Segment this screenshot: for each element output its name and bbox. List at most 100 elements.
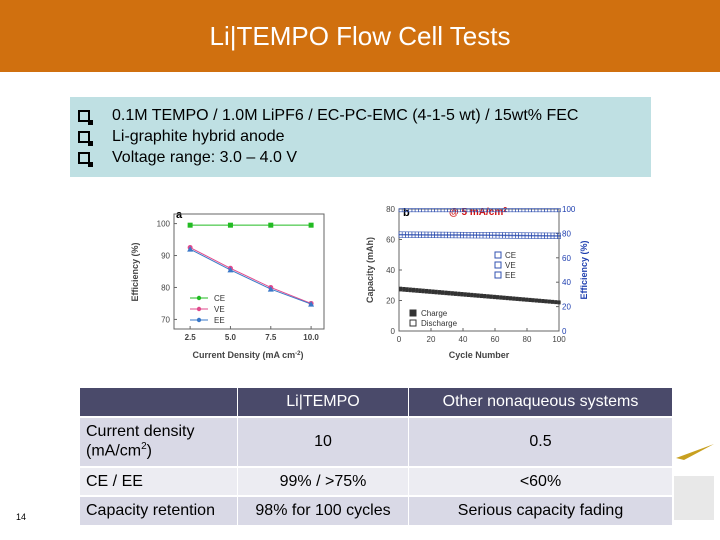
x-tick-label: 60 [491,335,500,344]
data-point [528,298,532,303]
data-point [534,299,538,303]
checkbox-bullet-icon [78,131,93,146]
data-point [227,222,233,228]
legend-label: Charge [421,309,448,318]
data-point [502,296,506,300]
data-point [402,288,406,292]
data-point [483,295,487,299]
data-point [557,232,561,237]
data-point [557,235,561,239]
bullet-text: Voltage range: 3.0 – 4.0 V [112,149,298,166]
x-tick-label: 5.0 [225,333,237,342]
data-point [538,299,542,303]
comparison-table: Li|TEMPO Other nonaqueous systems Curren… [80,388,672,525]
data-point [428,290,432,294]
data-point [557,208,561,213]
data-point [505,296,509,301]
data-point [447,292,451,296]
data-point [547,300,551,304]
data-point [541,299,545,304]
legend-marker [409,319,417,327]
series-line-ee [189,248,312,305]
data-point [486,295,490,299]
data-point [557,301,561,305]
data-point [437,291,441,295]
y-right-tick-label: 0 [562,327,567,336]
table-row-label: Capacity retention [80,497,237,525]
x-tick-label: 7.5 [265,333,277,342]
panel-label: b [403,207,410,219]
legend-marker [494,271,502,279]
series-line-ve [189,247,312,304]
logo-fragment-icon [674,444,714,520]
bullet-item: Voltage range: 3.0 – 4.0 V [78,147,297,169]
y-tick-label: 100 [157,220,171,229]
data-point [424,290,429,294]
legend-marker [494,251,502,259]
slide-title: Li|TEMPO Flow Cell Tests [209,21,511,51]
x-tick-label: 40 [459,335,468,344]
data-point [308,222,314,228]
y-left-tick-label: 60 [386,236,395,245]
data-point [463,293,467,297]
data-point [267,286,274,292]
x-tick-label: 80 [523,335,532,344]
current-density-annotation: @ 5 mA/cm2 [449,207,507,218]
table-row-label: Current density (mA/cm2) [80,418,237,466]
data-point [450,292,454,296]
data-point [544,300,548,304]
data-point [521,298,526,302]
data-point [489,295,493,299]
y-right-tick-label: 100 [562,205,576,214]
x-tick-label: 20 [427,335,436,344]
table-header-other: Other nonaqueous systems [409,388,672,416]
data-point [227,266,234,273]
legend-marker [494,261,502,269]
data-point [470,294,474,298]
bullet-item: 0.1M TEMPO / 1.0M LiPF6 / EC-PC-EMC (4-1… [78,105,578,127]
data-point [415,289,419,293]
data-point [479,294,484,299]
table-row-label: CE / EE [80,468,237,495]
legend-marker [409,309,417,317]
y-right-tick-label: 80 [562,229,571,238]
x-tick-label: 10.0 [303,333,319,342]
y-tick-label: 70 [161,315,170,324]
x-tick-label: 100 [552,335,566,344]
data-point [515,297,519,301]
data-point [499,296,503,300]
legend-label: CE [214,294,225,303]
data-point [434,291,438,295]
data-point [476,294,480,298]
data-point [457,292,461,297]
data-point [418,289,422,294]
table-header-litempo: Li|TEMPO [238,388,408,416]
data-point [405,288,409,292]
data-point [431,290,435,295]
checkbox-bullet-icon [78,152,93,167]
data-point [411,289,416,293]
data-point [554,300,558,305]
y-left-tick-label: 80 [386,205,395,214]
y-axis-left-label: Capacity (mAh) [365,237,375,303]
y-axis-label: Efficiency (%) [130,242,140,301]
table-cell: 0.5 [409,418,672,466]
table-cell: 98% for 100 cycles [238,497,408,525]
data-point [408,289,412,293]
efficiency-chart-svg: a 70 80 90 100 2.5 5.0 7.5 10.0 CE VE EE Efficie… [130,209,325,360]
panel-label: a [176,209,183,221]
x-axis-label: Cycle Number [449,350,510,360]
legend-label: CE [505,251,516,260]
y-tick-label: 90 [161,252,170,261]
x-tick-label: 2.5 [185,333,197,342]
y-left-tick-label: 0 [391,327,396,336]
legend-label: EE [505,271,516,280]
y-left-tick-label: 20 [386,297,395,306]
info-box: 0.1M TEMPO / 1.0M LiPF6 / EC-PC-EMC (4-1… [70,97,651,177]
y-right-tick-label: 20 [562,303,571,312]
data-point [492,295,496,300]
legend-marker [196,295,202,301]
bullet-text: 0.1M TEMPO / 1.0M LiPF6 / EC-PC-EMC (4-1… [112,107,579,124]
efficiency-chart: a 70 80 90 100 2.5 5.0 7.5 10.0 CE VE EE Efficie… [128,200,333,365]
data-point [550,300,555,304]
